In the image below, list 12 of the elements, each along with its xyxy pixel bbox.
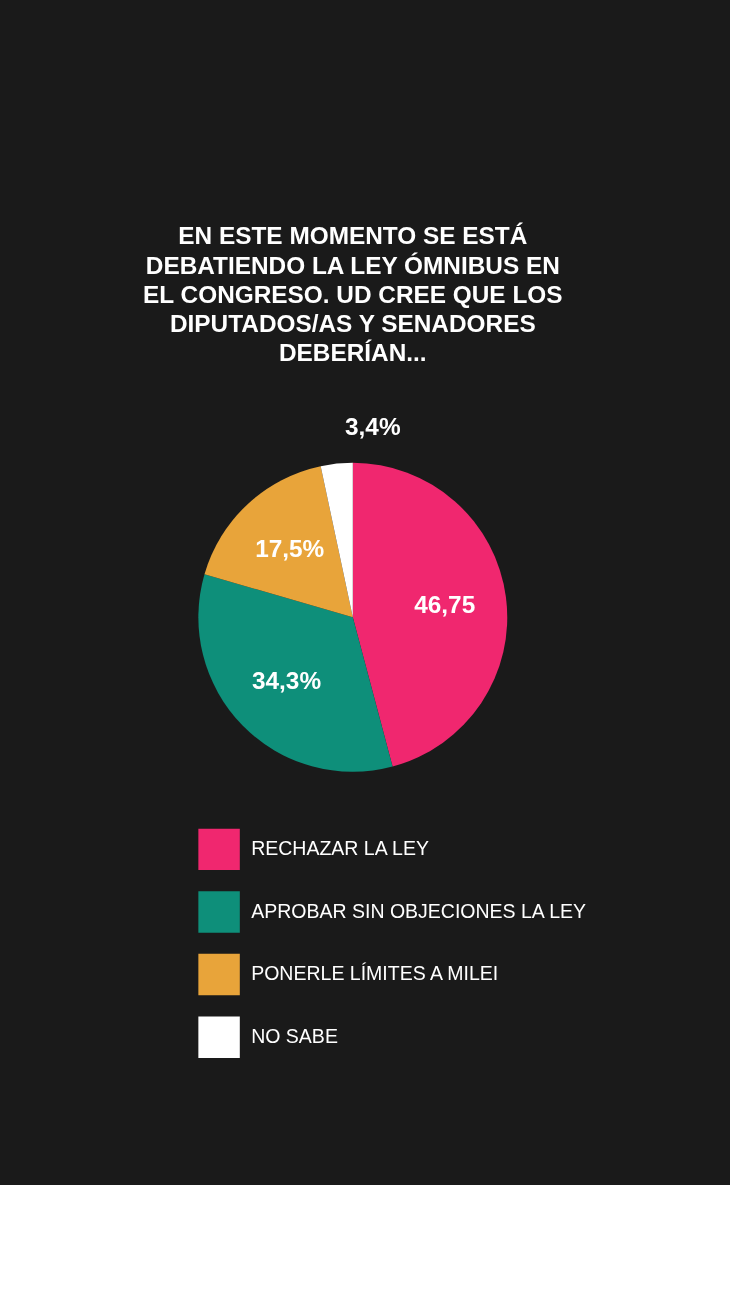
legend-label: NO SABE <box>251 1024 338 1047</box>
data-label: 3,4% <box>345 412 401 440</box>
legend-label: APROBAR SIN OBJECIONES LA LEY <box>251 899 587 922</box>
legend-label: PONERLE LÍMITES A MILEI <box>251 962 499 985</box>
pie-slice <box>352 462 507 767</box>
chart-title: EN ESTE MOMENTO SE ESTÁ DEBATIENDO LA LEY ÓMNIBUS EN EL CONGRESO. UD CREE QUE LOS DIPUTADOS/AS Y SENADORES DEBERÍAN... <box>143 222 563 367</box>
data-label: 46,75 <box>414 590 476 618</box>
pie-slice <box>204 466 353 618</box>
pie-slice <box>198 574 393 772</box>
legend-label: RECHAZAR LA LEY <box>251 837 429 860</box>
data-label: 17,5% <box>255 534 325 562</box>
data-label: 34,3% <box>251 667 322 695</box>
